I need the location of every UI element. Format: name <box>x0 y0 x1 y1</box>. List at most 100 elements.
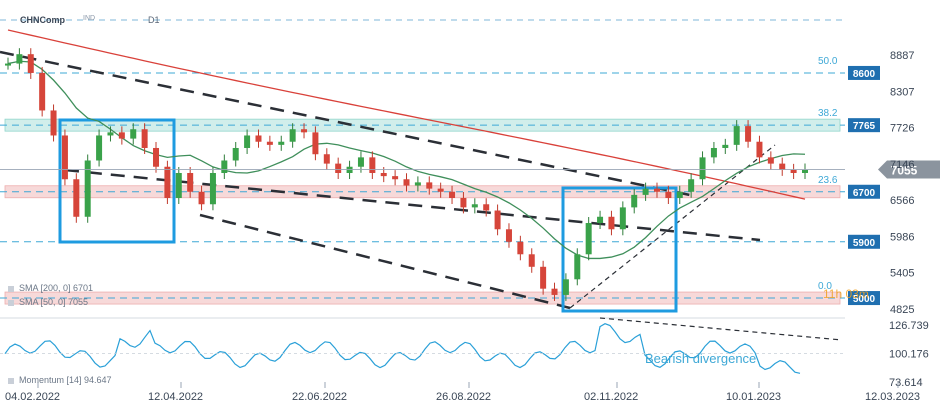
candle-body <box>380 172 387 177</box>
highlight-box <box>561 186 678 313</box>
momentum-legend[interactable]: Momentum [14] 94.647 <box>8 375 112 385</box>
candlesticks <box>5 48 808 301</box>
candle-body <box>460 198 467 208</box>
support-resistance-zones <box>0 72 845 305</box>
candle-body <box>767 157 774 164</box>
fib-label: 38.2 <box>818 108 838 119</box>
candle-body <box>574 254 581 280</box>
highlight-boxes <box>58 118 678 313</box>
candle-body <box>802 169 808 173</box>
candle-body <box>312 132 319 155</box>
bearish-divergence-annotation: Bearish divergence <box>645 351 757 366</box>
sma200-swatch <box>8 285 14 292</box>
candle-body <box>585 223 592 255</box>
candle-body <box>107 132 114 136</box>
candle-body <box>449 191 456 199</box>
time-axis[interactable]: 04.02.2022 12.04.2022 22.06.2022 26.08.2022… <box>5 382 920 403</box>
current-price-tag <box>878 160 940 179</box>
symbol-label[interactable]: CHNComp <box>20 15 65 25</box>
price-tick-label: 7146 <box>890 159 914 171</box>
momentum-tick-label: 73.614 <box>889 377 923 389</box>
candle-body <box>733 126 740 145</box>
candle-body <box>221 160 228 173</box>
candle-body <box>483 204 490 211</box>
candle-body <box>619 207 626 230</box>
candle-body <box>745 126 752 142</box>
candle-body <box>403 179 410 186</box>
level-price-label: 8600 <box>853 69 876 80</box>
sma50-legend-text: SMA [50, 0] 7055 <box>19 297 89 307</box>
level-price-label: 7765 <box>853 121 876 132</box>
candle-body <box>437 188 444 192</box>
price-tick-label: 7726 <box>890 123 914 135</box>
sma50-swatch <box>8 299 14 306</box>
candle-body <box>198 191 205 205</box>
candle-body <box>84 160 91 217</box>
candle-body <box>631 194 638 208</box>
sma200-legend[interactable]: SMA [200, 0] 6701 <box>8 283 93 293</box>
candle-body <box>528 254 535 267</box>
candle-body <box>790 169 797 173</box>
sma50-legend[interactable]: SMA [50, 0] 7055 <box>8 297 88 307</box>
candle-body <box>50 110 57 136</box>
price-tick-label: 5986 <box>890 231 914 243</box>
price-tick-label: 8307 <box>890 86 914 98</box>
candle-body <box>756 141 763 158</box>
time-tick-label: 22.06.2022 <box>292 391 347 403</box>
sma200-legend-text: SMA [200, 0] 6701 <box>19 283 94 293</box>
candle-body <box>16 54 23 64</box>
candle-body <box>392 176 399 180</box>
timeframe-label[interactable]: D1 <box>148 15 160 25</box>
current-price-label: 7055 <box>891 164 918 178</box>
momentum-legend-text: Momentum [14] 94.647 <box>19 375 112 385</box>
candle-body <box>676 191 683 199</box>
candle-body <box>551 288 558 295</box>
price-level-labels: 8600 50.0 7765 38.2 6700 23.6 5900 5000 0.0 7055 <box>0 56 940 306</box>
momentum-line <box>4 323 801 374</box>
candle-body <box>5 63 11 66</box>
candle-body <box>562 279 569 295</box>
candle-body <box>369 157 376 173</box>
level-price-tag <box>848 118 880 133</box>
candle-body <box>540 266 547 289</box>
fib-label: 23.6 <box>818 175 838 186</box>
price-tick-label: 5405 <box>890 268 914 280</box>
time-tick-label: 02.11.2022 <box>584 391 638 403</box>
candle-body <box>232 147 239 161</box>
upper-channel-line <box>0 50 691 197</box>
time-tick-label: 10.01.2023 <box>726 391 781 403</box>
momentum-panel <box>0 317 845 374</box>
candle-body <box>289 129 296 142</box>
candle-body <box>699 157 706 180</box>
candle-body <box>141 129 148 148</box>
level-price-tag <box>848 234 880 249</box>
candle-body <box>357 157 364 167</box>
candle-body <box>653 188 660 192</box>
candle-body <box>301 129 308 133</box>
fib-label: 0.0 <box>818 281 832 292</box>
level-price-tag <box>848 291 880 306</box>
candle-body <box>597 216 604 224</box>
candle-body <box>27 54 34 73</box>
level-price-tag <box>848 65 880 80</box>
candle-body <box>779 163 786 170</box>
candle-body <box>414 182 421 186</box>
candle-body <box>73 179 80 217</box>
candle-body <box>323 154 330 164</box>
candle-body <box>642 188 649 195</box>
candle-body <box>187 172 194 192</box>
price-tick-label: 4825 <box>890 304 914 316</box>
sma50-line <box>7 60 806 260</box>
time-tick-label: 12.04.2022 <box>148 391 203 403</box>
lower-channel-line <box>199 213 571 310</box>
candle-body <box>164 166 171 199</box>
price-axis[interactable]: 8887 8307 7726 7146 6566 5986 5405 4825 126.739 1… <box>889 50 929 389</box>
candle-timer: 11h 03m <box>823 287 869 301</box>
candle-body <box>278 141 285 145</box>
time-tick-label: 26.08.2022 <box>436 391 491 403</box>
candle-body <box>209 172 216 205</box>
candle-body <box>471 204 478 208</box>
momentum-tick-label: 126.739 <box>889 320 929 332</box>
level-price-label: 6700 <box>853 188 876 199</box>
